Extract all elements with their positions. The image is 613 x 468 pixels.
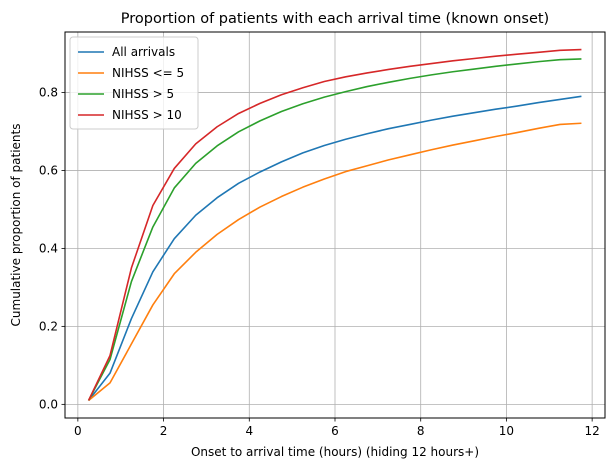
y-tick-label: 0.8: [39, 85, 58, 99]
y-tick-label: 0.4: [39, 241, 58, 255]
y-axis-label: Cumulative proportion of patients: [9, 124, 23, 327]
y-tick-label: 0.6: [39, 163, 58, 177]
legend-label: NIHSS > 10: [112, 108, 182, 122]
series-line-nihss-5: [87, 58, 582, 401]
legend-box: [69, 36, 199, 130]
y-tick-label: 0.0: [39, 397, 58, 411]
legend: All arrivals NIHSS <= 5 NIHSS > 5 NIHSS > 1…: [69, 36, 199, 130]
grid: [65, 32, 605, 418]
x-tick-label: 10: [499, 424, 514, 438]
x-tick-label: 12: [585, 424, 600, 438]
x-tick-label: 8: [417, 424, 425, 438]
x-axis-label: Onset to arrival time (hours) (hiding 12…: [191, 445, 479, 459]
x-tick-label: 0: [74, 424, 82, 438]
y-tick-label: 0.2: [39, 319, 58, 333]
axis-ticks: 0 2 4 6 8 10 12 0.0 0.2 0.4 0.6 0.8: [39, 85, 600, 438]
legend-label: All arrivals: [112, 45, 175, 59]
legend-label: NIHSS > 5: [112, 87, 174, 101]
chart-title: Proportion of patients with each arrival…: [121, 11, 549, 27]
series-line-all-arrivals: [87, 95, 582, 401]
series-line-nihss-10: [87, 48, 582, 401]
x-tick-label: 6: [331, 424, 339, 438]
x-tick-label: 4: [245, 424, 253, 438]
series-line-nihss-5: [88, 122, 582, 402]
series-lines: [87, 48, 582, 402]
x-tick-label: 2: [160, 424, 168, 438]
legend-label: NIHSS <= 5: [112, 66, 184, 80]
